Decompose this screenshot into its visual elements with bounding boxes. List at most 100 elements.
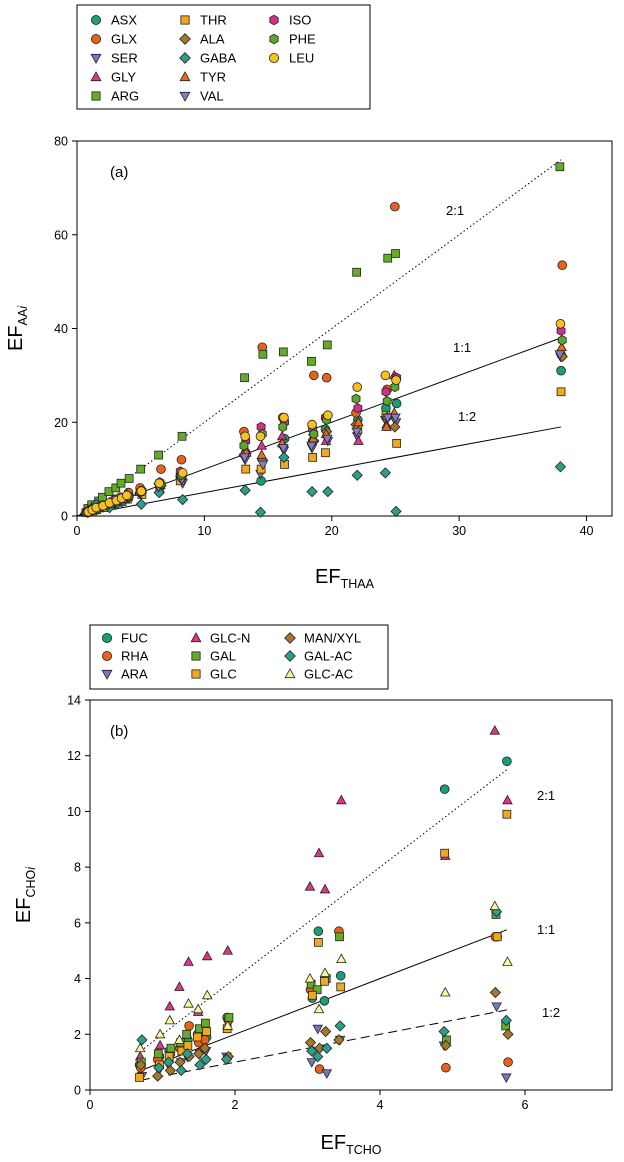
- point-glc-n: [174, 981, 185, 991]
- point-glc: [135, 1073, 144, 1082]
- point-glc-ac: [313, 1003, 325, 1014]
- legend-label-gaba: GABA: [200, 51, 236, 66]
- legend-marker-arg: [91, 91, 101, 101]
- point-glc: [183, 1041, 193, 1050]
- point-val: [306, 441, 317, 452]
- legend-label-glx: GLX: [111, 32, 137, 47]
- point-man-xyl: [489, 986, 502, 999]
- legend-marker-tyr: [179, 71, 191, 82]
- point-glc: [440, 848, 450, 858]
- legend-label-ala: ALA: [200, 32, 225, 47]
- point-man-xyl: [319, 1025, 332, 1038]
- point-gal: [224, 1013, 234, 1022]
- point-glx: [321, 372, 332, 383]
- legend-marker-ser: [90, 53, 102, 64]
- plot-frame-b: [89, 699, 613, 1091]
- point-leu: [177, 468, 188, 478]
- legend-label-gal: GAL: [210, 649, 236, 664]
- ratio-line-2-1: [76, 159, 562, 517]
- point-val: [382, 413, 394, 424]
- point-glc: [492, 932, 502, 942]
- legend-marker-glc: [191, 669, 201, 679]
- legend-marker-ara: [101, 669, 113, 680]
- point-gaba: [322, 485, 334, 498]
- legend-label-man-xyl: MAN/XYL: [304, 631, 361, 646]
- point-arg: [352, 267, 361, 277]
- point-leu: [352, 382, 363, 392]
- point-gal-ac: [312, 1050, 324, 1063]
- legend-label-glc-n: GLC-N: [210, 631, 250, 646]
- legend-label-gly: GLY: [111, 70, 136, 85]
- x-tick-label: 30: [452, 524, 466, 538]
- point-phe: [278, 421, 288, 433]
- ratio-label-1-1: 1:1: [537, 922, 555, 937]
- point-thr: [308, 453, 318, 462]
- y-tick-label: 4: [74, 972, 81, 986]
- ratio-line-2-1: [140, 769, 508, 1052]
- point-man-xyl: [502, 1028, 514, 1040]
- x-axis-label-sub: THAA: [341, 577, 375, 591]
- legend-marker-gaba: [179, 52, 191, 64]
- y-axis-label-b: EFCHOi: [13, 866, 38, 923]
- point-gly: [353, 435, 364, 445]
- x-tick-label: 10: [197, 524, 211, 538]
- ratio-label-1-2: 1:2: [542, 1005, 560, 1020]
- x-tick-label: 40: [580, 524, 594, 538]
- point-gaba: [306, 485, 318, 498]
- legend-label-ser: SER: [111, 51, 138, 66]
- point-man-xyl: [199, 1042, 211, 1054]
- point-thr: [241, 464, 251, 474]
- point-glc-n: [304, 880, 316, 891]
- point-arg: [555, 162, 565, 172]
- point-gal-ac: [181, 1048, 193, 1060]
- point-gal: [182, 1029, 192, 1039]
- point-glc-n: [313, 847, 325, 858]
- point-fuc: [313, 926, 324, 937]
- point-gaba: [390, 505, 402, 517]
- y-tick-label: 12: [67, 749, 81, 763]
- x-axis-label-b: EFTCHO: [321, 1132, 382, 1157]
- legend-label-fuc: FUC: [121, 631, 148, 646]
- legend-label-gal-ac: GAL-AC: [304, 649, 352, 664]
- legend-box-b: [89, 624, 389, 690]
- ratio-line-1-1: [76, 337, 562, 517]
- point-ara: [306, 1058, 318, 1068]
- point-gal-ac: [306, 1045, 318, 1057]
- legend-marker-glc-n: [190, 632, 202, 643]
- data-points-a: [81, 162, 568, 518]
- x-tick-label: 20: [325, 524, 339, 538]
- point-man-xyl: [152, 1070, 164, 1082]
- point-leu: [255, 431, 266, 442]
- point-leu: [279, 412, 289, 423]
- y-tick-label: 10: [67, 805, 81, 819]
- point-gal: [335, 932, 344, 942]
- point-gaba: [239, 484, 251, 496]
- point-thr: [392, 438, 402, 448]
- x-axis-label-sub: TCHO: [346, 1143, 382, 1157]
- point-fuc: [319, 996, 330, 1006]
- point-man-xyl: [440, 1039, 452, 1052]
- point-glc-ac: [304, 972, 316, 983]
- x-tick-label: 2: [232, 1098, 239, 1112]
- x-axis-label-a: EFTHAA: [315, 566, 375, 591]
- y-axis-label-a: EFAAi: [5, 305, 30, 351]
- point-fuc: [439, 784, 450, 794]
- point-gal: [312, 985, 322, 995]
- legend-label-val: VAL: [200, 89, 224, 104]
- point-arg: [154, 450, 163, 460]
- point-glc-n: [222, 945, 234, 955]
- point-ara: [321, 1069, 333, 1079]
- point-arg: [278, 347, 288, 357]
- point-val: [351, 427, 362, 438]
- point-ara: [500, 1073, 512, 1084]
- point-val: [321, 434, 333, 445]
- point-tyr: [353, 416, 364, 427]
- legend-label-phe: PHE: [289, 32, 316, 47]
- y-tick-label: 0: [61, 510, 68, 524]
- point-glc-ac: [502, 956, 513, 966]
- point-glc: [307, 990, 317, 1000]
- y-tick-label: 60: [54, 228, 68, 242]
- point-gal-ac: [334, 1020, 346, 1032]
- point-gaba: [379, 467, 391, 479]
- point-gal-ac: [175, 1064, 187, 1077]
